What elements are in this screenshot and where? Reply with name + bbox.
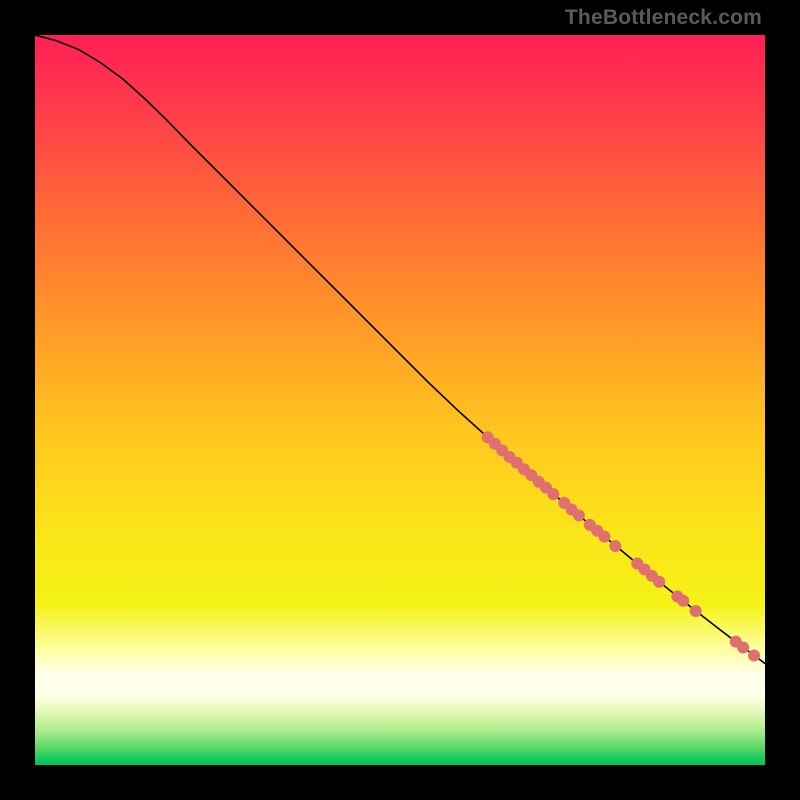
- data-marker: [677, 595, 689, 607]
- data-marker: [737, 641, 749, 653]
- data-marker: [653, 576, 665, 588]
- data-marker: [609, 540, 621, 552]
- plot-area: [35, 35, 765, 765]
- data-marker: [748, 650, 760, 662]
- data-marker: [573, 509, 585, 521]
- data-marker: [690, 605, 702, 617]
- data-marker: [547, 488, 559, 500]
- data-marker: [598, 531, 610, 543]
- chart-svg: [35, 35, 765, 765]
- chart-frame: TheBottleneck.com: [0, 0, 800, 800]
- watermark-label: TheBottleneck.com: [565, 6, 762, 30]
- chart-background: [35, 35, 765, 765]
